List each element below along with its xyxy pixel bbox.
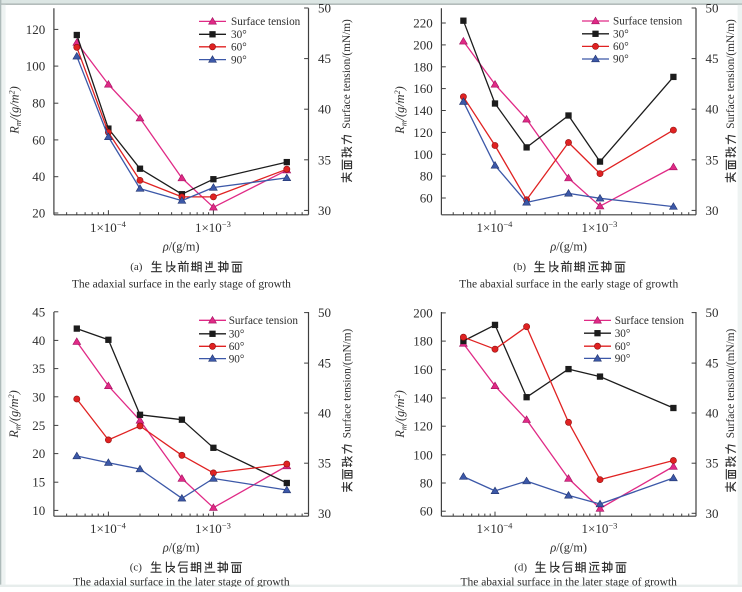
svg-text:(d): (d): [514, 562, 527, 574]
svg-text:40: 40: [318, 102, 331, 117]
svg-text:60: 60: [32, 132, 45, 147]
svg-text:40: 40: [706, 102, 719, 117]
svg-text:160: 160: [413, 81, 433, 96]
svg-text:Surface tension: Surface tension: [615, 315, 685, 327]
svg-text:ρ/(g/m): ρ/(g/m): [549, 240, 587, 254]
svg-text:35: 35: [32, 361, 45, 376]
svg-text:120: 120: [413, 125, 433, 140]
svg-text:Surface tension: Surface tension: [229, 315, 299, 327]
svg-text:(b): (b): [513, 261, 526, 273]
svg-text:The abaxial surface in the lat: The abaxial surface in the later stage o…: [460, 577, 677, 588]
svg-text:180: 180: [413, 59, 433, 74]
svg-text:30: 30: [32, 389, 45, 404]
svg-text:90°: 90°: [615, 353, 631, 365]
svg-text:35: 35: [318, 456, 331, 471]
svg-text:(c): (c): [130, 562, 143, 574]
svg-text:40: 40: [318, 406, 331, 421]
svg-text:ρ/(g/m): ρ/(g/m): [549, 541, 587, 555]
svg-text:45: 45: [318, 356, 331, 371]
svg-text:45: 45: [318, 51, 331, 66]
svg-text:80: 80: [32, 96, 45, 111]
svg-text:60°: 60°: [231, 42, 247, 54]
svg-text:30: 30: [318, 506, 331, 521]
svg-text:45: 45: [706, 356, 719, 371]
svg-text:120: 120: [26, 22, 46, 37]
svg-text:60: 60: [420, 191, 433, 206]
svg-text:120: 120: [413, 419, 433, 434]
svg-text:30°: 30°: [613, 29, 629, 41]
svg-text:40: 40: [32, 169, 45, 184]
svg-text:200: 200: [413, 305, 433, 320]
svg-text:20: 20: [32, 206, 45, 221]
svg-text:30°: 30°: [231, 29, 247, 41]
svg-text:10: 10: [32, 503, 45, 518]
svg-text:The adaxial surface in the ear: The adaxial surface in the early stage o…: [72, 278, 291, 290]
svg-text:Surface tension: Surface tension: [613, 16, 683, 28]
svg-text:60°: 60°: [615, 341, 631, 353]
svg-text:40: 40: [706, 406, 719, 421]
svg-text:50: 50: [706, 305, 719, 320]
svg-text:Surface tension/(mN/m): Surface tension/(mN/m): [341, 19, 353, 129]
svg-text:Surface tension/(mN/m): Surface tension/(mN/m): [725, 328, 737, 438]
svg-text:40: 40: [32, 333, 45, 348]
svg-text:Surface tension: Surface tension: [231, 16, 301, 28]
svg-text:ρ/(g/m): ρ/(g/m): [162, 541, 200, 555]
svg-text:140: 140: [413, 103, 433, 118]
svg-text:30°: 30°: [615, 328, 631, 340]
svg-text:220: 220: [413, 16, 433, 31]
svg-text:90°: 90°: [229, 353, 245, 365]
svg-text:(a): (a): [130, 261, 143, 273]
svg-text:60°: 60°: [229, 341, 245, 353]
svg-text:50: 50: [318, 1, 331, 16]
svg-text:Surface tension/(mN/m): Surface tension/(mN/m): [341, 328, 353, 438]
svg-text:100: 100: [413, 447, 433, 462]
svg-text:90°: 90°: [231, 54, 247, 66]
svg-text:The abaxial surface in the ear: The abaxial surface in the early stage o…: [459, 278, 678, 290]
svg-text:Surface tension/(mN/m): Surface tension/(mN/m): [725, 19, 737, 129]
svg-text:The adaxial surface in the lat: The adaxial surface in the later stage o…: [73, 577, 290, 588]
svg-text:50: 50: [318, 305, 331, 320]
svg-text:30: 30: [706, 506, 719, 521]
svg-text:20: 20: [32, 446, 45, 461]
svg-text:30: 30: [706, 203, 719, 218]
svg-text:80: 80: [420, 476, 433, 491]
svg-text:ρ/(g/m): ρ/(g/m): [162, 240, 200, 254]
svg-text:35: 35: [706, 152, 719, 167]
svg-text:35: 35: [706, 456, 719, 471]
svg-text:45: 45: [706, 51, 719, 66]
svg-text:60: 60: [420, 504, 433, 519]
svg-text:90°: 90°: [613, 54, 629, 66]
svg-text:30°: 30°: [229, 329, 245, 341]
svg-text:160: 160: [413, 362, 433, 377]
svg-text:80: 80: [420, 169, 433, 184]
svg-text:45: 45: [32, 304, 45, 319]
svg-text:100: 100: [26, 59, 46, 74]
svg-text:180: 180: [413, 334, 433, 349]
svg-text:140: 140: [413, 391, 433, 406]
svg-text:200: 200: [413, 37, 433, 52]
svg-text:30: 30: [318, 203, 331, 218]
svg-text:25: 25: [32, 418, 45, 433]
svg-text:15: 15: [32, 475, 45, 490]
svg-text:100: 100: [413, 147, 433, 162]
svg-text:35: 35: [318, 152, 331, 167]
svg-text:50: 50: [706, 1, 719, 16]
svg-text:60°: 60°: [613, 41, 629, 53]
